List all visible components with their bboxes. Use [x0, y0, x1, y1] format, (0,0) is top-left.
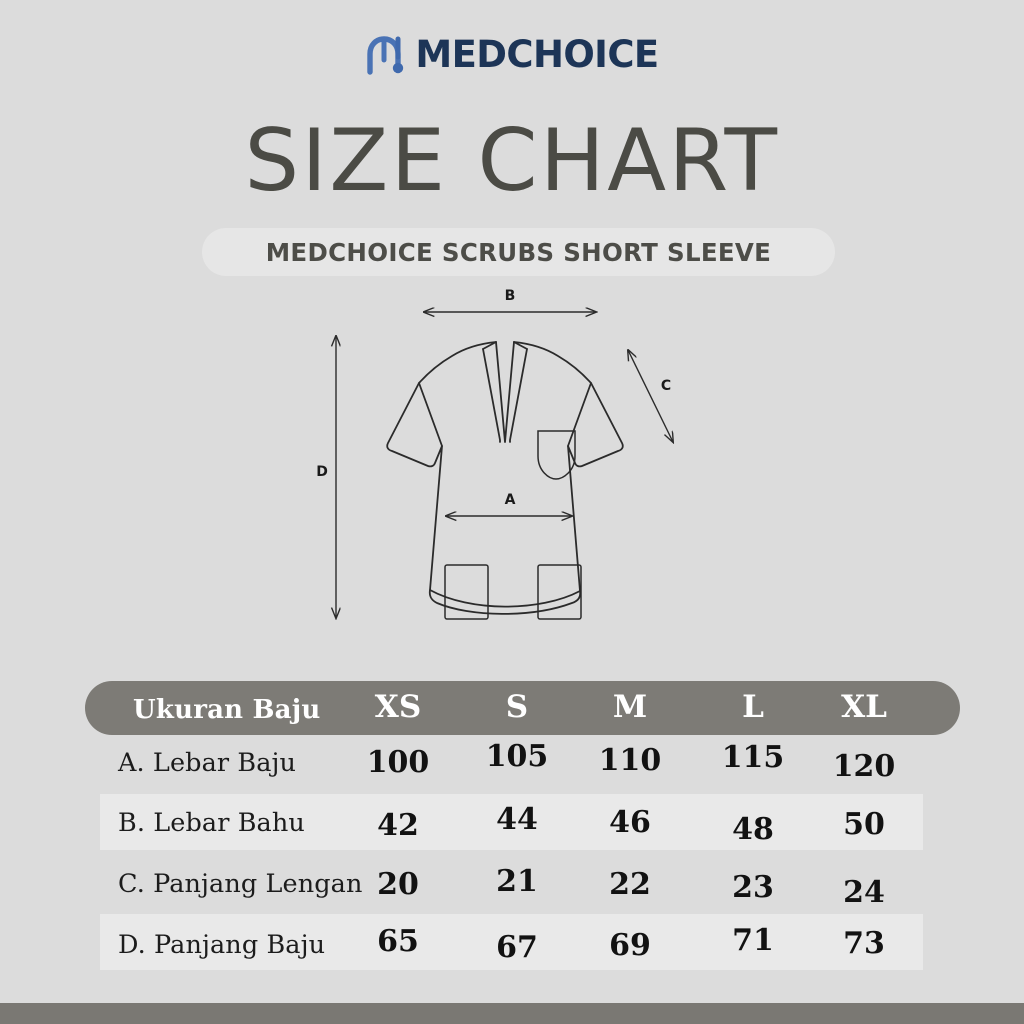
dimension-label-b: B: [505, 288, 516, 304]
cell-a-m: 110: [598, 743, 662, 778]
lower-pocket-right: [537, 564, 582, 620]
page-title: SIZE CHART: [244, 111, 780, 211]
stethoscope-icon: [365, 32, 409, 76]
table-header-ukuran-baju: Ukuran Baju: [133, 695, 321, 725]
cell-b-xl: 50: [843, 807, 885, 842]
row-label-c: C. Panjang Lengan: [118, 869, 363, 899]
row-stripe-d: [100, 914, 923, 970]
garment-diagram: B D C A: [300, 280, 724, 650]
cell-c-xs: 20: [377, 867, 419, 902]
cell-d-xl: 73: [843, 926, 885, 961]
table-header-m: M: [612, 689, 648, 725]
cell-b-s: 44: [496, 802, 538, 837]
subtitle-badge: MEDCHOICE SCRUBS SHORT SLEEVE: [202, 228, 835, 276]
brand-wordmark: MEDCHOICE: [415, 32, 659, 76]
cell-c-s: 21: [496, 864, 538, 899]
size-table: Ukuran Baju XS S M L XL A. Lebar Baju 10…: [85, 681, 960, 971]
brand-logo: MEDCHOICE: [0, 26, 1024, 82]
row-stripe-b: [100, 794, 923, 850]
table-header-row: [85, 681, 960, 735]
table-header-xl: XL: [841, 689, 887, 725]
cell-a-xs: 100: [366, 745, 430, 780]
cell-c-m: 22: [609, 867, 651, 902]
row-label-d: D. Panjang Baju: [118, 930, 326, 960]
cell-d-s: 67: [496, 930, 538, 965]
cell-b-m: 46: [609, 805, 651, 840]
dimension-label-d: D: [316, 464, 328, 480]
dimension-label-a: A: [505, 492, 516, 508]
cell-a-s: 105: [485, 739, 549, 774]
dimension-label-c: C: [661, 378, 671, 394]
cell-a-l: 115: [721, 740, 785, 775]
chest-pocket: [537, 430, 576, 480]
dimension-line-c: [628, 350, 673, 442]
cell-b-xs: 42: [377, 808, 419, 843]
row-label-b: B. Lebar Bahu: [118, 808, 305, 838]
cell-d-m: 69: [609, 928, 651, 963]
cell-c-xl: 24: [843, 875, 885, 910]
cell-d-xs: 65: [377, 924, 419, 959]
cell-d-l: 71: [732, 923, 774, 958]
table-header-xs: XS: [374, 689, 422, 725]
footer-bar: [0, 1003, 1024, 1024]
row-label-a: A. Lebar Baju: [118, 748, 297, 778]
cell-c-l: 23: [732, 870, 774, 905]
table-header-l: L: [742, 689, 764, 725]
cell-b-l: 48: [732, 812, 774, 847]
subtitle-text: MEDCHOICE SCRUBS SHORT SLEEVE: [265, 237, 772, 267]
table-header-s: S: [505, 689, 529, 725]
lower-pocket-left: [444, 564, 489, 620]
cell-a-xl: 120: [832, 749, 896, 784]
